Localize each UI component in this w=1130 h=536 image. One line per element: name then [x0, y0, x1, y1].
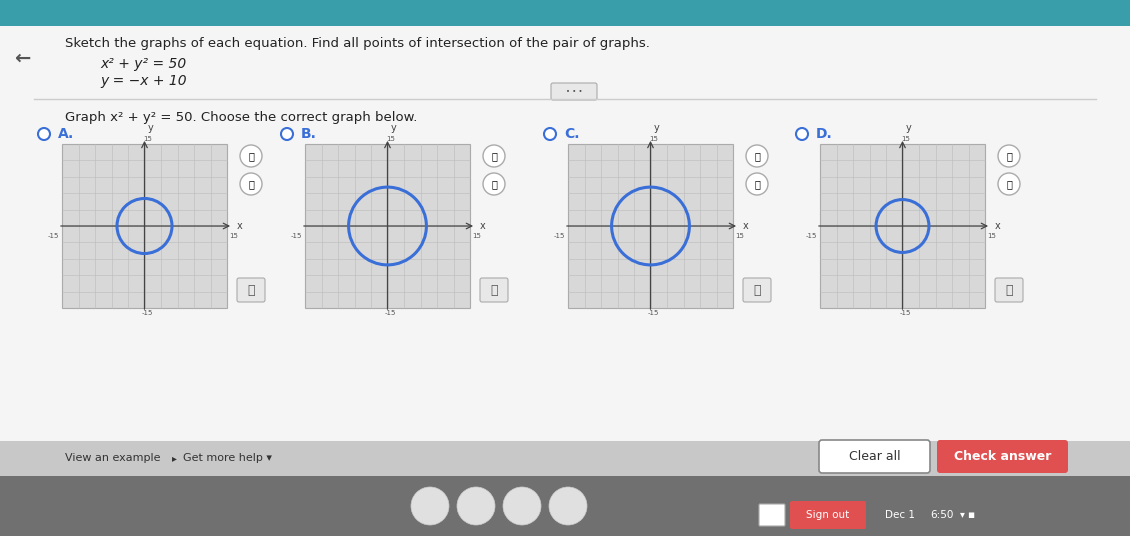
FancyBboxPatch shape: [819, 440, 930, 473]
Text: -15: -15: [290, 233, 302, 239]
Text: B.: B.: [301, 127, 316, 141]
FancyBboxPatch shape: [237, 278, 266, 302]
Text: -15: -15: [47, 233, 59, 239]
Text: D.: D.: [816, 127, 833, 141]
Text: x: x: [237, 221, 243, 231]
Text: 15: 15: [472, 233, 481, 239]
FancyBboxPatch shape: [62, 144, 227, 308]
Text: ▾ ◾: ▾ ◾: [960, 510, 975, 520]
Text: -15: -15: [554, 233, 565, 239]
Text: x: x: [996, 221, 1001, 231]
Text: Get more help ▾: Get more help ▾: [183, 453, 272, 463]
Text: 15: 15: [649, 136, 658, 142]
Text: -15: -15: [385, 310, 397, 316]
Text: ⛶: ⛶: [490, 284, 497, 296]
Text: 15: 15: [901, 136, 910, 142]
Text: x² + y² = 50: x² + y² = 50: [99, 57, 186, 71]
Text: 🔍: 🔍: [754, 151, 760, 161]
Circle shape: [240, 145, 262, 167]
FancyBboxPatch shape: [759, 504, 785, 526]
Text: y: y: [653, 123, 659, 133]
Circle shape: [746, 173, 768, 195]
Circle shape: [503, 487, 541, 525]
Text: y: y: [148, 123, 154, 133]
FancyBboxPatch shape: [568, 144, 733, 308]
Text: Sketch the graphs of each equation. Find all points of intersection of the pair : Sketch the graphs of each equation. Find…: [66, 38, 650, 50]
Circle shape: [411, 487, 449, 525]
Circle shape: [38, 128, 50, 140]
Circle shape: [457, 487, 495, 525]
Text: Dec 1: Dec 1: [885, 510, 915, 520]
Text: -15: -15: [141, 310, 154, 316]
Text: y = −x + 10: y = −x + 10: [99, 74, 186, 88]
Text: x: x: [480, 221, 486, 231]
Circle shape: [483, 173, 505, 195]
Circle shape: [746, 145, 768, 167]
Circle shape: [549, 487, 586, 525]
Circle shape: [544, 128, 556, 140]
Text: 15: 15: [986, 233, 996, 239]
FancyBboxPatch shape: [551, 83, 597, 100]
Circle shape: [796, 128, 808, 140]
Text: Clear all: Clear all: [849, 450, 901, 463]
Text: A.: A.: [58, 127, 75, 141]
Text: y: y: [391, 123, 397, 133]
FancyBboxPatch shape: [744, 278, 771, 302]
Text: -15: -15: [647, 310, 659, 316]
Circle shape: [998, 173, 1020, 195]
FancyBboxPatch shape: [305, 144, 470, 308]
Text: • • •: • • •: [566, 89, 582, 95]
Text: -15: -15: [806, 233, 817, 239]
FancyBboxPatch shape: [0, 441, 1130, 476]
Text: x: x: [744, 221, 749, 231]
FancyBboxPatch shape: [996, 278, 1023, 302]
Text: 15: 15: [144, 136, 151, 142]
Text: 15: 15: [386, 136, 396, 142]
Text: 🔍: 🔍: [754, 179, 760, 189]
Text: Graph x² + y² = 50. Choose the correct graph below.: Graph x² + y² = 50. Choose the correct g…: [66, 111, 417, 124]
Text: y: y: [905, 123, 911, 133]
Text: Check answer: Check answer: [955, 450, 1052, 463]
Text: 6:50: 6:50: [930, 510, 954, 520]
Circle shape: [281, 128, 293, 140]
Text: 15: 15: [229, 233, 238, 239]
FancyBboxPatch shape: [790, 501, 866, 529]
Text: 🔍: 🔍: [492, 151, 497, 161]
FancyBboxPatch shape: [0, 0, 1130, 26]
Text: ←: ←: [14, 48, 31, 68]
Text: 🔍: 🔍: [249, 179, 254, 189]
FancyBboxPatch shape: [937, 440, 1068, 473]
Text: -15: -15: [899, 310, 911, 316]
Circle shape: [998, 145, 1020, 167]
Text: 🔍: 🔍: [249, 151, 254, 161]
Text: 🔍: 🔍: [1006, 151, 1012, 161]
Text: 15: 15: [734, 233, 744, 239]
FancyBboxPatch shape: [0, 476, 1130, 536]
Text: C.: C.: [564, 127, 580, 141]
FancyBboxPatch shape: [480, 278, 508, 302]
Circle shape: [240, 173, 262, 195]
Text: View an example: View an example: [66, 453, 160, 463]
Text: 🔍: 🔍: [1006, 179, 1012, 189]
FancyBboxPatch shape: [0, 26, 1130, 476]
Text: ⛶: ⛶: [754, 284, 760, 296]
FancyBboxPatch shape: [820, 144, 985, 308]
Text: ⛶: ⛶: [247, 284, 254, 296]
Text: ⛶: ⛶: [1006, 284, 1012, 296]
Text: Sign out: Sign out: [807, 510, 850, 520]
Text: 🔍: 🔍: [492, 179, 497, 189]
Circle shape: [483, 145, 505, 167]
Text: ▸: ▸: [172, 453, 177, 463]
